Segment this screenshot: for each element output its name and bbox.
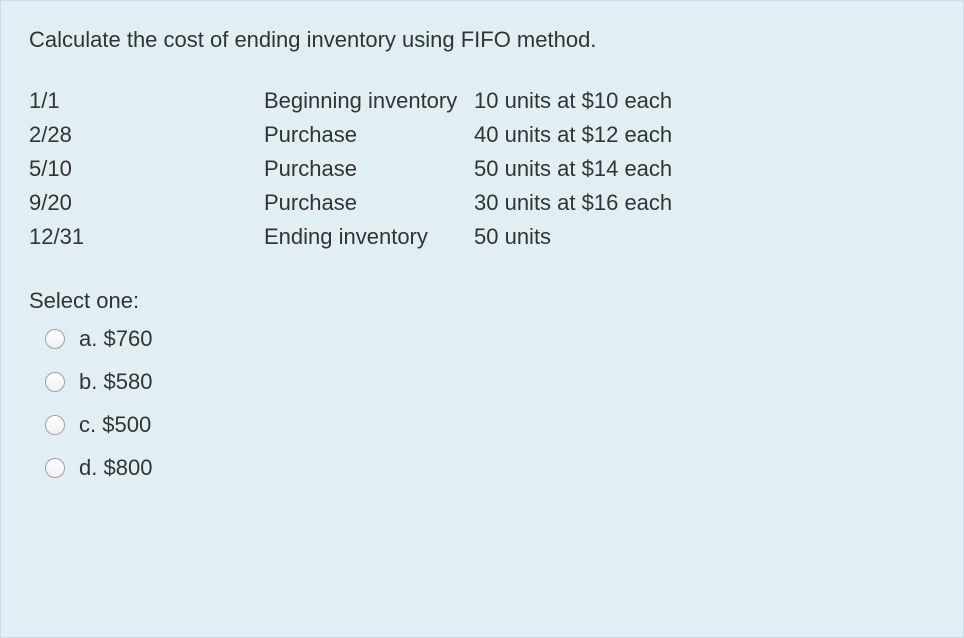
table-row: 9/20 Purchase 30 units at $16 each — [29, 186, 935, 220]
option-row: d. $800 — [45, 455, 935, 481]
row-description: Beginning inventory — [264, 84, 474, 118]
table-row: 12/31 Ending inventory 50 units — [29, 220, 935, 254]
row-detail: 10 units at $10 each — [474, 84, 935, 118]
row-description: Purchase — [264, 152, 474, 186]
row-detail: 40 units at $12 each — [474, 118, 935, 152]
option-row: a. $760 — [45, 326, 935, 352]
option-label[interactable]: d. $800 — [79, 455, 152, 481]
row-detail: 30 units at $16 each — [474, 186, 935, 220]
option-radio-b[interactable] — [45, 372, 65, 392]
row-description: Purchase — [264, 186, 474, 220]
option-label[interactable]: a. $760 — [79, 326, 152, 352]
option-letter: d. — [79, 455, 97, 480]
row-detail: 50 units at $14 each — [474, 152, 935, 186]
table-row: 5/10 Purchase 50 units at $14 each — [29, 152, 935, 186]
row-description: Purchase — [264, 118, 474, 152]
select-one-label: Select one: — [29, 288, 935, 314]
row-date: 5/10 — [29, 152, 264, 186]
table-row: 2/28 Purchase 40 units at $12 each — [29, 118, 935, 152]
row-date: 9/20 — [29, 186, 264, 220]
question-prompt: Calculate the cost of ending inventory u… — [29, 25, 935, 56]
option-value: $500 — [102, 412, 151, 437]
option-letter: c. — [79, 412, 96, 437]
option-radio-a[interactable] — [45, 329, 65, 349]
row-detail: 50 units — [474, 220, 935, 254]
option-row: b. $580 — [45, 369, 935, 395]
row-date: 1/1 — [29, 84, 264, 118]
question-container: Calculate the cost of ending inventory u… — [0, 0, 964, 638]
option-letter: a. — [79, 326, 97, 351]
option-letter: b. — [79, 369, 97, 394]
option-value: $800 — [103, 455, 152, 480]
option-value: $760 — [103, 326, 152, 351]
inventory-table: 1/1 Beginning inventory 10 units at $10 … — [29, 84, 935, 254]
option-row: c. $500 — [45, 412, 935, 438]
option-value: $580 — [103, 369, 152, 394]
row-description: Ending inventory — [264, 220, 474, 254]
row-date: 2/28 — [29, 118, 264, 152]
option-label[interactable]: b. $580 — [79, 369, 152, 395]
option-label[interactable]: c. $500 — [79, 412, 151, 438]
options-group: a. $760 b. $580 c. $500 d. $800 — [29, 326, 935, 481]
option-radio-c[interactable] — [45, 415, 65, 435]
table-row: 1/1 Beginning inventory 10 units at $10 … — [29, 84, 935, 118]
option-radio-d[interactable] — [45, 458, 65, 478]
row-date: 12/31 — [29, 220, 264, 254]
